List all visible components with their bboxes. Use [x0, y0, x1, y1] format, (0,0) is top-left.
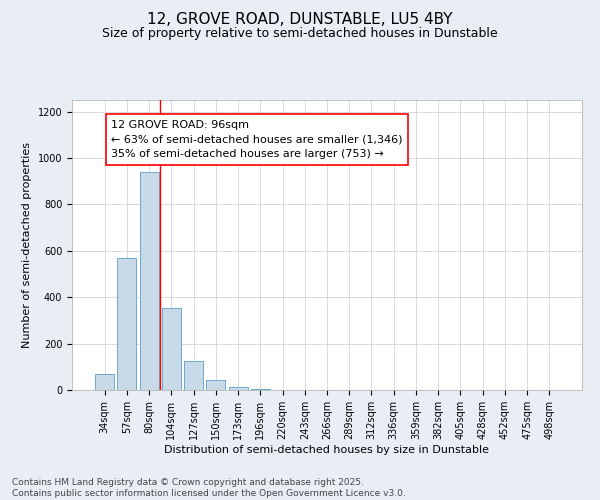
Y-axis label: Number of semi-detached properties: Number of semi-detached properties: [22, 142, 32, 348]
Text: 12 GROVE ROAD: 96sqm
← 63% of semi-detached houses are smaller (1,346)
35% of se: 12 GROVE ROAD: 96sqm ← 63% of semi-detac…: [112, 120, 403, 160]
Text: 12, GROVE ROAD, DUNSTABLE, LU5 4BY: 12, GROVE ROAD, DUNSTABLE, LU5 4BY: [147, 12, 453, 28]
Bar: [251, 389, 270, 390]
Bar: [184, 361, 203, 390]
Bar: [95, 374, 114, 390]
Bar: [162, 308, 181, 390]
Text: Size of property relative to semi-detached houses in Dunstable: Size of property relative to semi-detach…: [102, 28, 498, 40]
Text: Contains HM Land Registry data © Crown copyright and database right 2025.
Contai: Contains HM Land Registry data © Crown c…: [12, 478, 406, 498]
Bar: [140, 172, 158, 390]
Bar: [206, 380, 225, 390]
X-axis label: Distribution of semi-detached houses by size in Dunstable: Distribution of semi-detached houses by …: [164, 444, 490, 454]
Bar: [118, 258, 136, 390]
Bar: [229, 387, 248, 390]
